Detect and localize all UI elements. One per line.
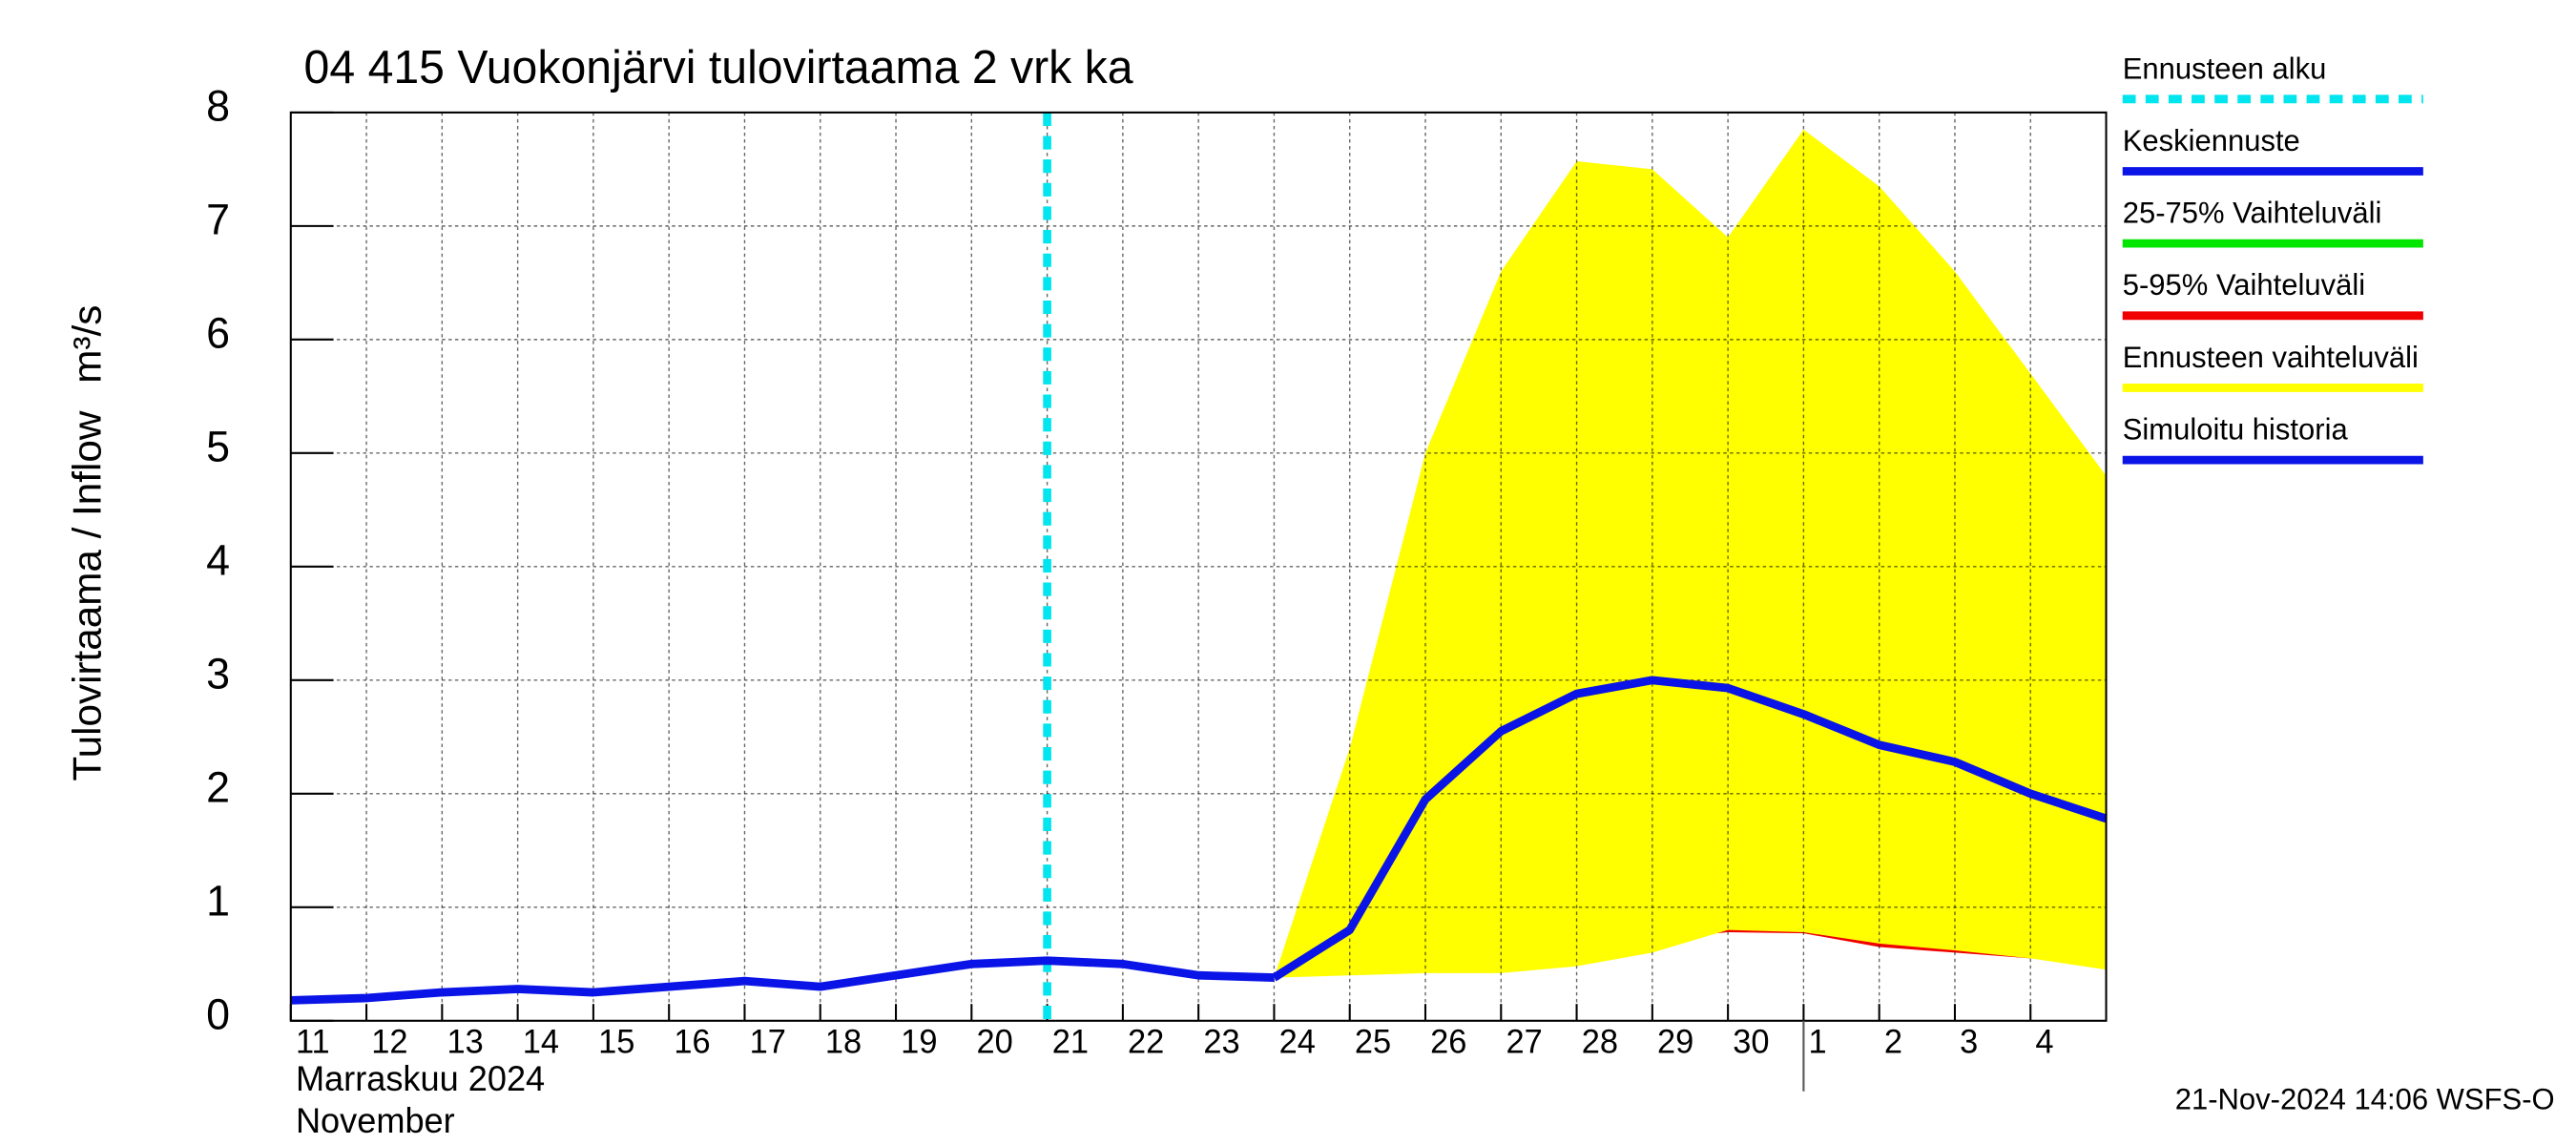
- series-line: [290, 956, 1275, 1005]
- x-tick-label: 11: [296, 1023, 330, 1060]
- x-tick-label: 17: [750, 1023, 786, 1060]
- x-axis-label: November: [296, 1101, 455, 1140]
- x-tick-label: 3: [1960, 1023, 1978, 1060]
- series-line: [1272, 676, 2108, 982]
- legend-label: Ennusteen alku: [2123, 52, 2327, 85]
- legend-label: Keskiennuste: [2123, 124, 2300, 157]
- x-axis-label: Marraskuu 2024: [296, 1059, 545, 1098]
- y-tick-label: 6: [206, 308, 230, 358]
- x-tick-label: 24: [1279, 1023, 1316, 1060]
- x-tick-label: 23: [1203, 1023, 1239, 1060]
- plot-frame: [289, 111, 2108, 1022]
- footer: 21-Nov-2024 14:06 WSFS-O: [2175, 1082, 2555, 1115]
- x-tick-label: 21: [1052, 1023, 1089, 1060]
- legend-label: Simuloitu historia: [2123, 412, 2349, 446]
- x-tick-label: 22: [1128, 1023, 1164, 1060]
- y-axis-unit: m³/s: [65, 305, 109, 384]
- x-tick-label: 28: [1582, 1023, 1618, 1060]
- y-tick-label: 7: [206, 195, 230, 244]
- x-tick-label: 1: [1809, 1023, 1827, 1060]
- x-tick-label: 26: [1430, 1023, 1466, 1060]
- y-tick-label: 3: [206, 649, 230, 698]
- legend-label: 5-95% Vaihteluväli: [2123, 268, 2365, 302]
- legend-label: Ennusteen vaihteluväli: [2123, 341, 2419, 374]
- x-tick-label: 18: [825, 1023, 862, 1060]
- y-tick-label: 2: [206, 762, 230, 812]
- y-tick-label: 1: [206, 876, 230, 926]
- chart-title: 04 415 Vuokonjärvi tulovirtaama 2 vrk ka: [304, 41, 1134, 94]
- x-tick-label: 25: [1355, 1023, 1391, 1060]
- legend: Ennusteen alku Keskiennuste 25-75% Vaihtel…: [2123, 52, 2423, 465]
- y-tick-label: 8: [206, 81, 230, 131]
- x-tick-label: 19: [901, 1023, 937, 1060]
- x-tick-label: 20: [976, 1023, 1012, 1060]
- y-tick-label: 0: [206, 989, 230, 1039]
- x-tick-label: 16: [674, 1023, 710, 1060]
- y-axis-label: Tulovirtaama / Inflow: [65, 410, 109, 781]
- x-tick-label: 2: [1884, 1023, 1902, 1060]
- x-tick-label: 15: [598, 1023, 634, 1060]
- legend-label: 25-75% Vaihteluväli: [2123, 196, 2382, 229]
- x-tick-label: 14: [523, 1023, 559, 1060]
- y-tick-label: 4: [206, 535, 230, 585]
- x-tick-label: 4: [2035, 1023, 2053, 1060]
- x-tick-label: 30: [1733, 1023, 1769, 1060]
- lines: [290, 112, 2108, 1021]
- x-tick-label: 13: [447, 1023, 484, 1060]
- x-tick-label: 12: [371, 1023, 407, 1060]
- x-tick-label: 29: [1657, 1023, 1693, 1060]
- y-tick-label: 5: [206, 422, 230, 471]
- x-tick-label: 27: [1506, 1023, 1542, 1060]
- band: [1274, 129, 2107, 978]
